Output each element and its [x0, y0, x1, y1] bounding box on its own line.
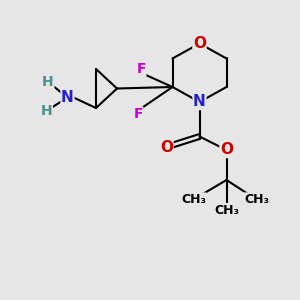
Text: O: O: [193, 36, 206, 51]
Text: O: O: [160, 140, 173, 154]
Text: CH₃: CH₃: [181, 193, 206, 206]
Text: F: F: [133, 107, 143, 121]
Text: CH₃: CH₃: [214, 203, 239, 217]
Text: H: H: [41, 104, 52, 118]
Text: O: O: [220, 142, 233, 158]
Text: CH₃: CH₃: [244, 193, 269, 206]
Text: F: F: [136, 62, 146, 76]
Text: H: H: [42, 76, 54, 89]
Text: N: N: [61, 90, 74, 105]
Text: N: N: [193, 94, 206, 110]
